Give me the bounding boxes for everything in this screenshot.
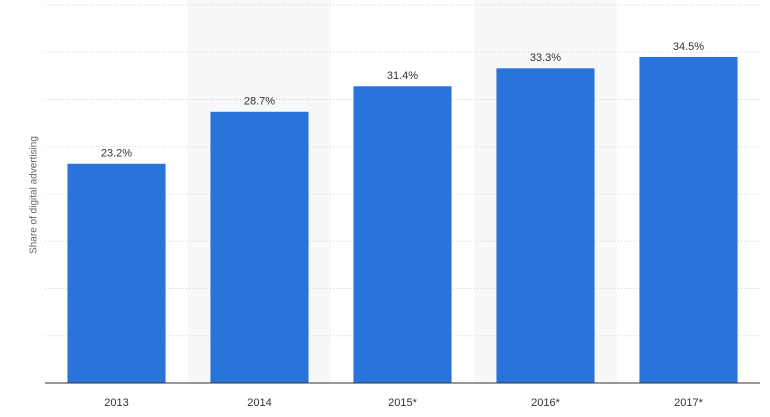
bar [496,68,595,383]
value-label: 28.7% [244,96,275,108]
y-axis-label: Share of digital advertising [29,136,40,254]
value-label: 34.5% [673,41,704,53]
bar [639,56,738,383]
bar [67,163,166,383]
x-tick-label: 2017* [674,397,703,409]
x-tick-label: 2015* [388,397,417,409]
x-tick-label: 2013 [104,397,128,409]
value-label: 23.2% [101,148,132,160]
x-tick-label: 2014 [247,397,271,409]
x-tick-label: 2016* [531,397,560,409]
bar [210,111,309,383]
value-label: 31.4% [387,70,418,82]
value-label: 33.3% [530,52,561,64]
bar [353,86,452,384]
